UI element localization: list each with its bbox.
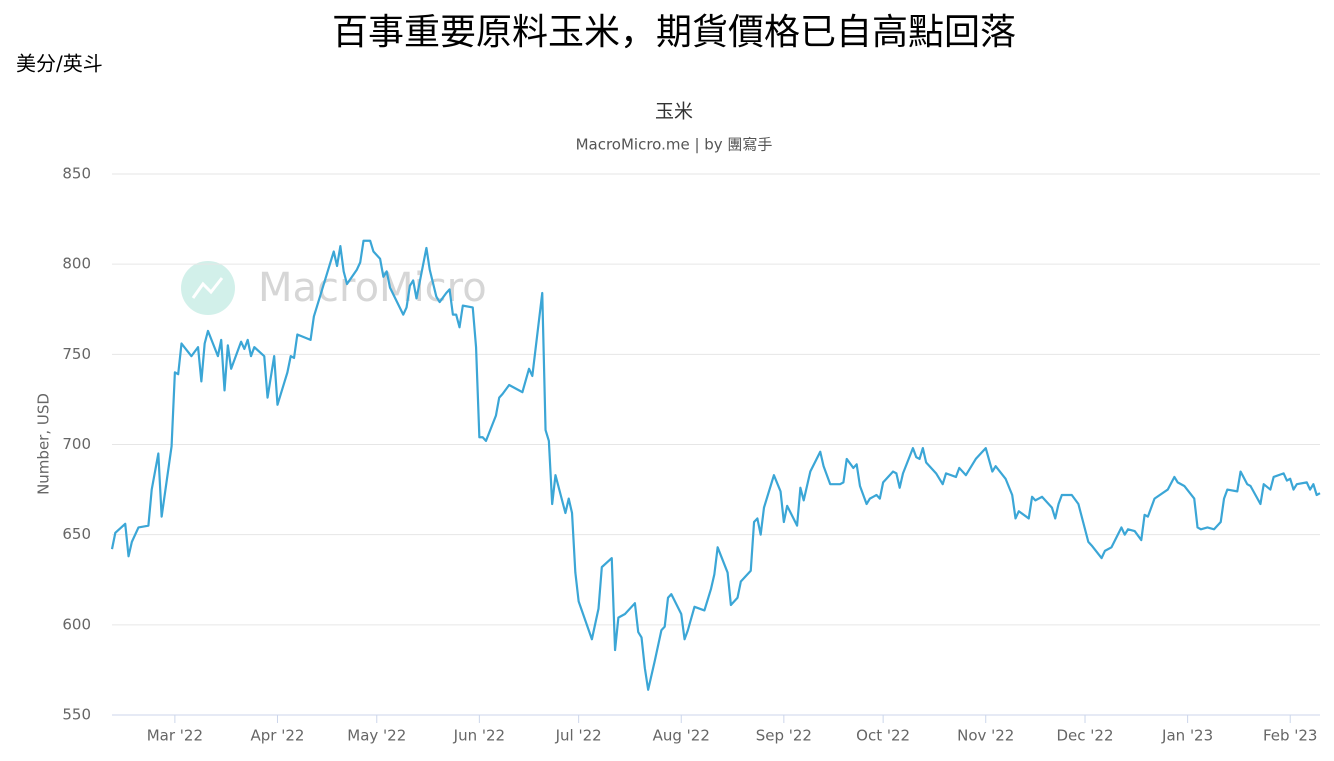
chart-title: 玉米	[655, 101, 693, 123]
x-tick-label: Nov '22	[957, 727, 1014, 745]
x-tick-label: Apr '22	[251, 727, 305, 745]
x-tick-label: May '22	[347, 727, 406, 745]
y-tick-label: 600	[62, 615, 91, 633]
page-title: 百事重要原料玉米，期貨價格已自高點回落	[332, 12, 1016, 53]
unit-label: 美分/英斗	[16, 52, 103, 76]
y-tick-label: 750	[62, 345, 91, 363]
x-tick-label: Jun '22	[453, 727, 505, 745]
y-tick-label: 850	[62, 165, 91, 183]
x-tick-label: Sep '22	[756, 727, 812, 745]
y-tick-label: 550	[62, 706, 91, 724]
x-tick-label: Feb '23	[1263, 727, 1318, 745]
y-tick-label: 700	[62, 435, 91, 453]
y-axis-label: Number, USD	[35, 393, 53, 495]
watermark: MacroMicro	[258, 265, 487, 311]
line	[110, 239, 1321, 691]
x-tick-label: Dec '22	[1057, 727, 1114, 745]
x-tick-label: Jan '23	[1161, 727, 1213, 745]
y-tick-label: 800	[62, 255, 91, 273]
chart-subtitle: MacroMicro.me | by 團寫手	[576, 136, 773, 154]
x-tick-label: Mar '22	[147, 727, 203, 745]
watermark-logo	[181, 261, 235, 315]
y-tick-label: 650	[62, 525, 91, 543]
x-tick-label: Jul '22	[555, 727, 602, 745]
x-tick-label: Oct '22	[856, 727, 910, 745]
x-tick-label: Aug '22	[653, 727, 710, 745]
